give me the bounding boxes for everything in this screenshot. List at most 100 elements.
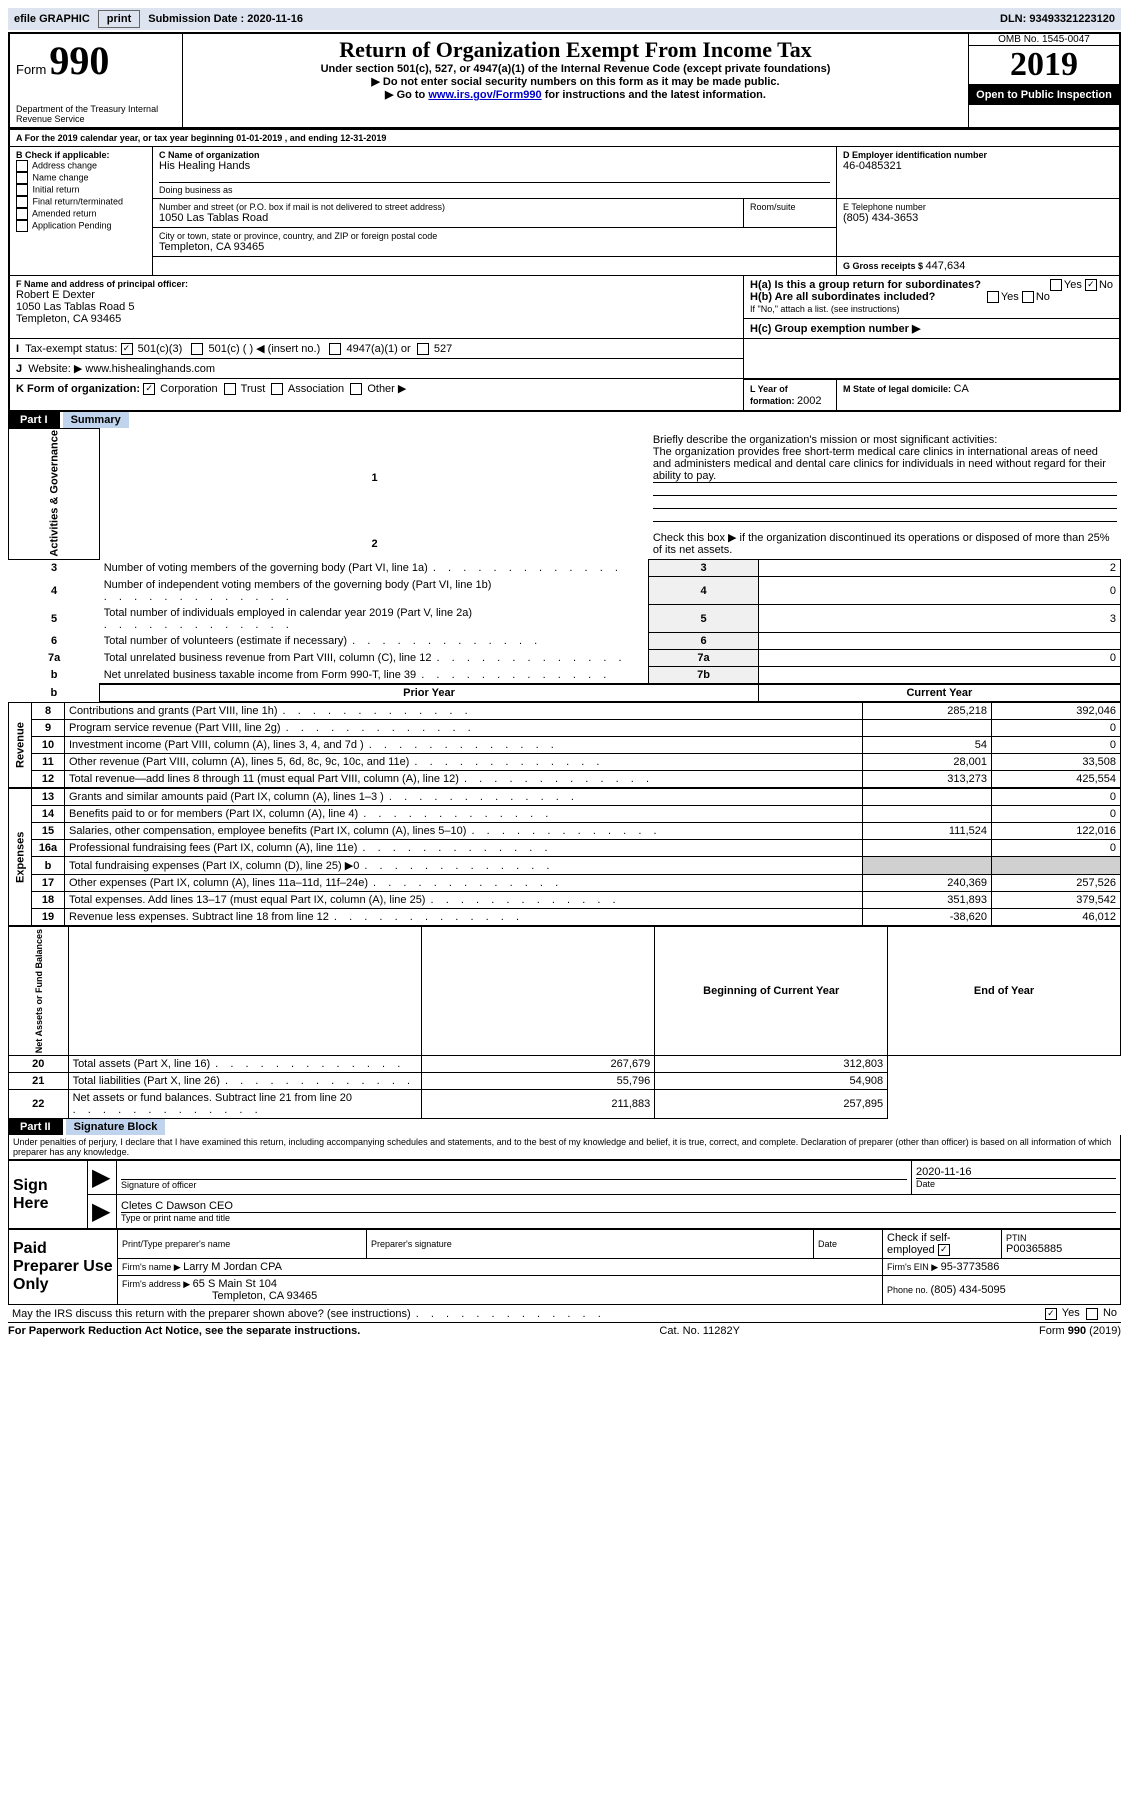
line-a: A For the 2019 calendar year, or tax yea… [9, 130, 1120, 147]
table-row: 14Benefits paid to or for members (Part … [9, 806, 1121, 823]
print-button[interactable]: print [98, 10, 140, 28]
table-row: 15Salaries, other compensation, employee… [9, 823, 1121, 840]
corp-checkbox[interactable] [143, 383, 155, 395]
ptin-value: P00365885 [1006, 1243, 1116, 1255]
omb-number: OMB No. 1545-0047 [969, 34, 1119, 45]
form-subtitle-3: ▶ Go to www.irs.gov/Form990 for instruct… [189, 88, 962, 101]
website-value: www.hishealinghands.com [85, 363, 215, 375]
hb-no-checkbox[interactable] [1022, 291, 1034, 303]
org-name: His Healing Hands [159, 160, 830, 172]
section-j-label: J [16, 363, 28, 375]
side-governance: Activities & Governance [9, 428, 100, 560]
officer-addr1: 1050 Las Tablas Road 5 [16, 301, 737, 313]
table-row: 7aTotal unrelated business revenue from … [9, 650, 1121, 667]
table-row: 17Other expenses (Part IX, column (A), l… [9, 875, 1121, 892]
table-row: 19Revenue less expenses. Subtract line 1… [9, 909, 1121, 926]
form-header-table: Form 990 Department of the Treasury Inte… [8, 32, 1121, 129]
assoc-checkbox[interactable] [271, 383, 283, 395]
table-row: 18Total expenses. Add lines 13–17 (must … [9, 892, 1121, 909]
section-b-label: B Check if applicable: [16, 150, 146, 160]
trust-checkbox[interactable] [224, 383, 236, 395]
b-opt-checkbox[interactable] [16, 196, 28, 208]
table-row: 6Total number of volunteers (estimate if… [9, 633, 1121, 650]
ha-no-checkbox[interactable] [1085, 279, 1097, 291]
table-row: 5Total number of individuals employed in… [9, 605, 1121, 633]
b-opt-checkbox[interactable] [16, 172, 28, 184]
table-row: bNet unrelated business taxable income f… [9, 667, 1121, 685]
h-c-label: H(c) Group exemption number ▶ [750, 323, 920, 335]
addr-label: Number and street (or P.O. box if mail i… [159, 202, 737, 212]
side-netassets: Net Assets or Fund Balances [9, 927, 69, 1056]
b-opt-checkbox[interactable] [16, 160, 28, 172]
submission-date-label: Submission Date : 2020-11-16 [144, 13, 307, 25]
sign-here-label: Sign Here [9, 1161, 88, 1229]
efile-label: efile GRAPHIC [10, 13, 94, 25]
527-checkbox[interactable] [417, 343, 429, 355]
perjury-declaration: Under penalties of perjury, I declare th… [8, 1135, 1121, 1160]
section-m-label: M State of legal domicile: [843, 384, 954, 394]
gross-receipts: 447,634 [926, 260, 966, 272]
entity-info-table: A For the 2019 calendar year, or tax yea… [8, 129, 1121, 412]
b-opt-checkbox[interactable] [16, 220, 28, 232]
firm-phone: (805) 434-5095 [931, 1284, 1006, 1296]
b-opt-checkbox[interactable] [16, 184, 28, 196]
dba-label: Doing business as [159, 182, 830, 195]
part-2-header: Part II Signature Block [8, 1119, 1121, 1135]
hb-yes-checkbox[interactable] [987, 291, 999, 303]
sign-date: 2020-11-16 [916, 1166, 1116, 1179]
ha-yes-checkbox[interactable] [1050, 279, 1062, 291]
table-row: 4Number of independent voting members of… [9, 577, 1121, 605]
firm-ein: 95-3773586 [941, 1261, 1000, 1273]
501c-checkbox[interactable] [191, 343, 203, 355]
top-toolbar: efile GRAPHIC print Submission Date : 20… [8, 8, 1121, 30]
table-row: 10Investment income (Part VIII, column (… [9, 737, 1121, 754]
section-l-label: L Year of formation: [750, 384, 797, 406]
part-1-table: Activities & Governance 1 Briefly descri… [8, 428, 1121, 703]
side-expenses: Expenses [9, 789, 32, 926]
footer-left: For Paperwork Reduction Act Notice, see … [8, 1325, 360, 1337]
firm-name: Larry M Jordan CPA [183, 1261, 282, 1273]
h-a-label: H(a) Is this a group return for subordin… [750, 279, 981, 291]
preparer-table: Paid Preparer Use Only Print/Type prepar… [8, 1229, 1121, 1305]
discuss-yes-checkbox[interactable] [1045, 1308, 1057, 1320]
table-row: 11Other revenue (Part VIII, column (A), … [9, 754, 1121, 771]
form-title: Return of Organization Exempt From Incom… [189, 37, 962, 63]
firm-city: Templeton, CA 93465 [212, 1290, 317, 1302]
tax-year: 2019 [969, 45, 1119, 85]
table-row: 22Net assets or fund balances. Subtract … [9, 1090, 1121, 1119]
room-suite-label: Room/suite [744, 199, 837, 228]
501c3-checkbox[interactable] [121, 343, 133, 355]
officer-addr2: Templeton, CA 93465 [16, 313, 737, 325]
discuss-no-checkbox[interactable] [1086, 1308, 1098, 1320]
section-e-label: E Telephone number [843, 202, 1113, 212]
table-row: 3Number of voting members of the governi… [9, 560, 1121, 577]
table-row: 16aProfessional fundraising fees (Part I… [9, 840, 1121, 857]
table-row: 9Program service revenue (Part VIII, lin… [9, 720, 1121, 737]
section-i-label: I [16, 343, 25, 355]
h-b-label: H(b) Are all subordinates included? [750, 291, 935, 303]
other-checkbox[interactable] [350, 383, 362, 395]
form-number: 990 [49, 38, 109, 83]
section-d-label: D Employer identification number [843, 150, 1113, 160]
table-row: 20Total assets (Part X, line 16)267,6793… [9, 1056, 1121, 1073]
officer-typed-name: Cletes C Dawson CEO [121, 1200, 1116, 1213]
footer-mid: Cat. No. 11282Y [659, 1325, 740, 1337]
city-label: City or town, state or province, country… [159, 231, 830, 241]
footer-right: Form 990 (2019) [1039, 1325, 1121, 1337]
side-revenue: Revenue [9, 703, 32, 788]
form-word: Form [16, 62, 46, 77]
section-c-name-label: C Name of organization [159, 150, 830, 160]
firm-addr: 65 S Main St 104 [193, 1278, 277, 1290]
table-row: 21Total liabilities (Part X, line 26)55,… [9, 1073, 1121, 1090]
4947-checkbox[interactable] [329, 343, 341, 355]
section-k-label: K Form of organization: [16, 383, 140, 395]
irs-link[interactable]: www.irs.gov/Form990 [428, 89, 541, 101]
h-b-note: If "No," attach a list. (see instruction… [750, 304, 899, 314]
table-row: 12Total revenue—add lines 8 through 11 (… [9, 771, 1121, 788]
b-opt-checkbox[interactable] [16, 208, 28, 220]
dln-label: DLN: 93493321223120 [996, 13, 1119, 25]
ein-value: 46-0485321 [843, 160, 1113, 172]
section-g-label: G Gross receipts $ [843, 261, 926, 271]
self-employed-checkbox[interactable] [938, 1244, 950, 1256]
street-address: 1050 Las Tablas Road [159, 212, 737, 224]
